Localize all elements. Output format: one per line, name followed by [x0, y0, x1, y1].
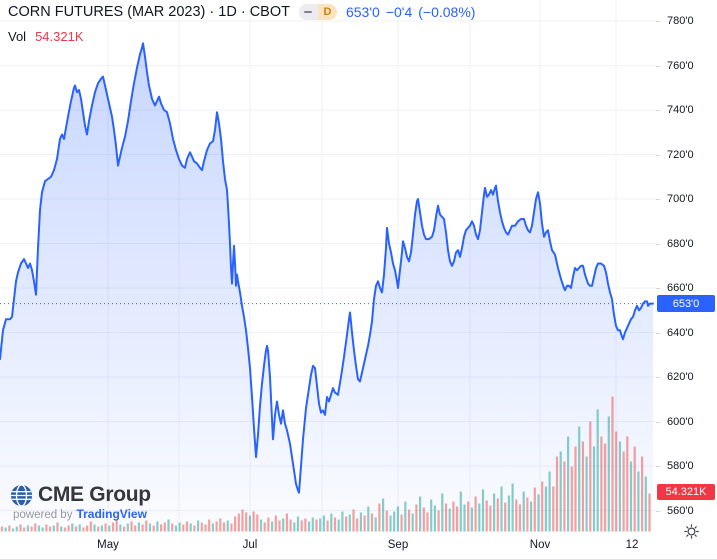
footer-branding: CME Group powered by TradingView — [10, 483, 151, 521]
price-tick — [656, 110, 660, 111]
symbol-title: CORN FUTURES (MAR 2023) · 1D · CBOT — [8, 4, 290, 20]
time-tick-label: May — [97, 539, 119, 551]
powered-by-label: powered by — [13, 509, 73, 521]
price-tick — [656, 21, 660, 22]
price-tick-label: 700'0 — [667, 193, 694, 205]
price-tick-label: 720'0 — [667, 148, 694, 161]
price-change-percent: (−0.08%) — [418, 4, 476, 20]
time-tick-label: 12 — [625, 539, 639, 551]
current-price-badge: 653'0 — [657, 295, 715, 313]
price-tick — [656, 332, 660, 334]
price-tick — [656, 154, 660, 156]
theme-settings-button[interactable] — [682, 522, 700, 540]
collapse-toggle[interactable] — [298, 4, 318, 20]
price-chart-canvas[interactable] — [0, 0, 656, 532]
price-tick — [656, 288, 660, 289]
price-tick — [656, 65, 660, 67]
quote-readout: 653'0 −0'4 (−0.08%) — [346, 4, 475, 20]
price-tick-label: 560'0 — [667, 504, 694, 517]
price-tick-label: 680'0 — [667, 237, 694, 250]
cme-logo[interactable]: CME Group — [10, 483, 151, 507]
price-tick-label: 640'0 — [667, 326, 694, 339]
price-tick — [656, 466, 660, 467]
price-tick-label: 660'0 — [667, 282, 694, 294]
price-tick — [656, 377, 660, 378]
price-tick — [656, 199, 660, 200]
time-tick-label: Nov — [529, 539, 551, 551]
price-tick-label: 740'0 — [667, 104, 694, 116]
interval-selector[interactable]: D — [298, 4, 337, 20]
volume-row: Vol 54.321K — [8, 29, 84, 44]
sun-icon — [683, 523, 699, 539]
volume-label: Vol — [8, 29, 27, 44]
time-tick-label: Sep — [387, 539, 409, 551]
globe-icon — [10, 483, 33, 507]
price-scale[interactable]: 653'0 54.321K 780'0 760'0 740'0 720'0 700'0 6… — [656, 0, 717, 539]
price-tick-label: 580'0 — [667, 460, 694, 472]
last-price: 653'0 — [345, 4, 380, 20]
price-tick-label: 600'0 — [667, 415, 694, 428]
price-tick — [656, 421, 660, 423]
minus-icon — [304, 10, 313, 14]
price-tick — [656, 510, 660, 512]
cme-logo-text: CME Group — [38, 483, 151, 506]
price-tick-label: 620'0 — [667, 371, 694, 383]
time-scale[interactable]: May Jul Sep Nov 12 — [0, 532, 656, 559]
chart-header: CORN FUTURES (MAR 2023) · 1D · CBOT D 65… — [8, 4, 475, 20]
price-tick-label: 760'0 — [667, 59, 694, 72]
volume-value: 54.321K — [35, 29, 84, 44]
price-tick — [656, 243, 660, 245]
price-change: −0'4 — [385, 4, 413, 20]
time-tick-label: Jul — [242, 539, 258, 551]
current-volume-badge: 54.321K — [657, 484, 715, 500]
powered-by-row: powered by TradingView — [13, 507, 151, 521]
tradingview-link[interactable]: TradingView — [76, 507, 147, 521]
interval-badge[interactable]: D — [317, 4, 337, 20]
price-tick-label: 780'0 — [667, 15, 694, 27]
